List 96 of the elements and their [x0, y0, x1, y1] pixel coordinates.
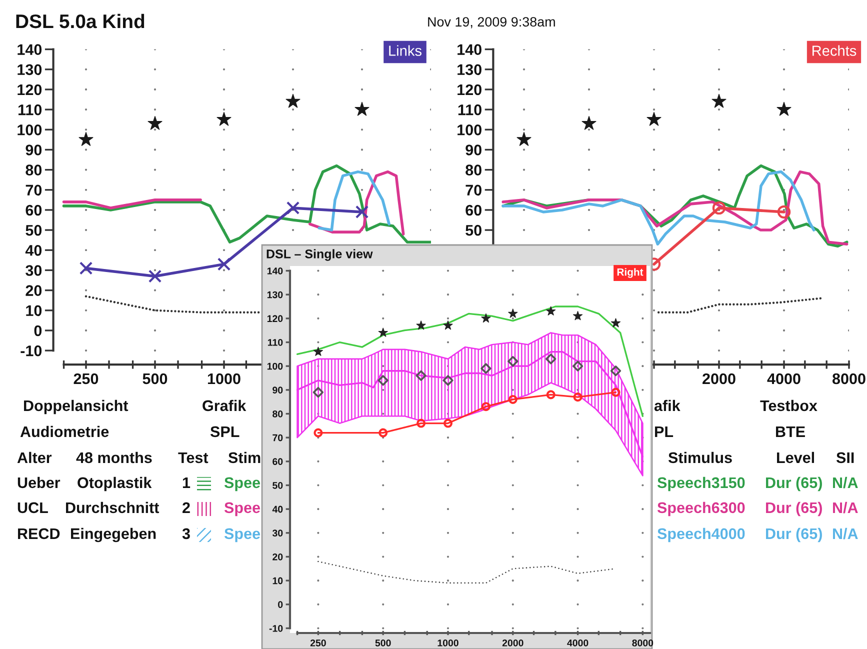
x-tick-label: 2000: [502, 640, 524, 646]
text: Test: [178, 452, 208, 464]
y-tick-label: 20: [26, 285, 42, 296]
x-tick-label: 8000: [632, 640, 654, 646]
y-tick-label: 0: [34, 325, 42, 336]
x-tick-label: 250: [74, 373, 98, 384]
y-tick-label: 120: [458, 84, 482, 96]
y-tick-label: 60: [272, 458, 283, 466]
y-tick-label: 110: [268, 338, 283, 346]
y-tick-label: 90: [466, 144, 482, 156]
text: 2: [182, 502, 190, 513]
text: Dur (65): [766, 476, 822, 492]
text: 48 months: [76, 452, 152, 464]
x-tick-label: 8000: [832, 373, 866, 384]
text: Audiometrie: [20, 426, 109, 438]
y-tick-label: 140: [458, 44, 482, 55]
y-tick-label: 110: [18, 104, 42, 116]
y-tick-label: 80: [272, 410, 283, 418]
text: Doppelansicht: [24, 400, 128, 414]
text: Testbox: [760, 400, 818, 412]
x-tick-label: 2000: [702, 373, 736, 384]
text: Grafik: [202, 400, 246, 412]
y-tick-label: 10: [272, 577, 283, 584]
x-tick-label: 4000: [767, 373, 800, 384]
y-tick-label: 130: [267, 291, 283, 298]
x-tick-label: 500: [375, 640, 391, 646]
y-tick-label: 70: [272, 434, 283, 442]
y-tick-label: 50: [466, 224, 482, 236]
text: Ueber: [18, 476, 60, 488]
text: Stimulus: [668, 452, 732, 464]
text: Durchschnitt: [66, 502, 160, 514]
text: N/A: [833, 528, 858, 540]
y-tick-label: 30: [272, 530, 283, 537]
y-tick-label: 140: [267, 268, 283, 274]
chart-subtitle: Rechts: [812, 45, 856, 56]
y-tick-label: -10: [20, 345, 42, 356]
text: PL: [655, 426, 674, 437]
text: Speech6300: [657, 502, 745, 516]
text: Spee: [224, 528, 260, 542]
text: 1: [182, 477, 190, 488]
y-tick-label: 120: [267, 315, 283, 322]
text: SII: [836, 452, 854, 464]
y-tick-label: 130: [18, 64, 42, 76]
y-tick-label: 40: [272, 506, 283, 513]
text: 3: [182, 528, 190, 540]
y-tick-label: 50: [26, 224, 42, 236]
y-tick-label: 70: [26, 184, 42, 196]
y-tick-label: 140: [18, 44, 42, 55]
text: RECD: [18, 528, 60, 540]
text: Otoplastik: [78, 476, 152, 492]
text: Speech4000: [657, 528, 745, 542]
y-tick-label: 30: [26, 265, 42, 276]
y-tick-label: 100: [458, 124, 482, 136]
y-tick-label: 90: [272, 386, 283, 394]
y-tick-label: 100: [18, 124, 42, 136]
text: N/A: [833, 502, 858, 514]
chart-subtitle: Links: [389, 45, 422, 56]
x-tick-label: 1000: [438, 640, 458, 646]
text: Dur (65): [766, 502, 822, 516]
x-tick-label: 4000: [567, 640, 588, 646]
chart-title: DSL 5.0a Kind: [16, 14, 144, 28]
y-tick-label: 60: [26, 204, 42, 216]
x-tick-label: 1000: [208, 373, 240, 384]
text: UCL: [18, 502, 48, 514]
y-tick-label: 60: [466, 204, 482, 216]
y-tick-label: 20: [272, 553, 283, 560]
chart-subtitle: Right: [617, 268, 644, 278]
text: SPL: [210, 426, 240, 438]
y-tick-label: 130: [458, 64, 482, 76]
y-tick-label: 90: [26, 144, 42, 156]
y-tick-label: 0: [278, 601, 283, 608]
x-tick-label: 500: [142, 373, 168, 384]
y-tick-label: -10: [269, 624, 283, 632]
text: N/A: [833, 476, 858, 488]
text: Alter: [17, 452, 52, 464]
y-tick-label: 40: [25, 244, 42, 256]
y-tick-label: 50: [272, 482, 283, 489]
y-tick-label: 80: [26, 164, 42, 176]
y-tick-label: 80: [466, 164, 482, 176]
y-tick-label: 110: [458, 104, 482, 116]
text: BTE: [776, 426, 805, 437]
text: Spee: [224, 477, 260, 492]
y-tick-label: 10: [26, 305, 42, 316]
y-tick-label: 70: [466, 184, 482, 196]
text: Eingegeben: [71, 528, 156, 542]
text: Spee: [224, 502, 260, 516]
y-tick-label: 100: [267, 362, 283, 370]
chart-title: DSL – Single view: [266, 249, 373, 261]
text: Level: [777, 452, 814, 464]
text: afik: [654, 400, 680, 412]
y-tick-label: 120: [18, 84, 42, 96]
text: Speech3150: [657, 476, 745, 492]
text: Stim: [228, 452, 260, 464]
text: Nov 19, 2009 9:38am: [428, 17, 555, 28]
x-tick-label: 250: [310, 640, 326, 646]
text: Dur (65): [766, 528, 822, 542]
